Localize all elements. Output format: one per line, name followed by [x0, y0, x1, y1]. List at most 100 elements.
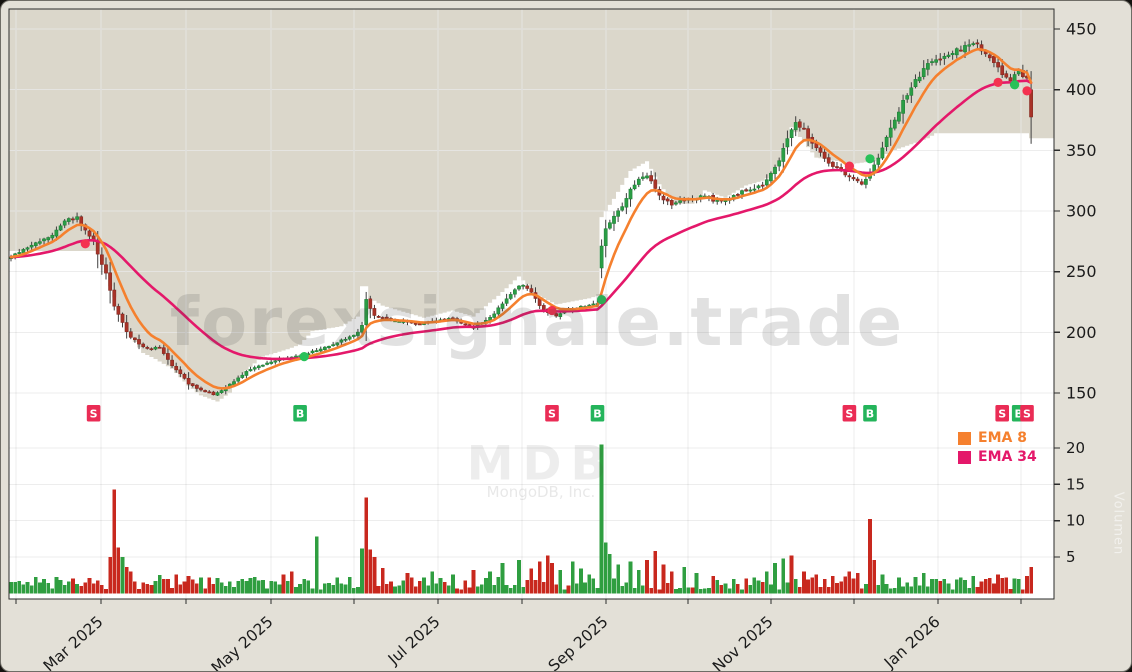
volume-bar [500, 562, 505, 594]
candle-body [905, 95, 910, 100]
candle-body [29, 244, 34, 248]
price-tick-label: 200 [1066, 323, 1097, 342]
volume-bar [306, 580, 311, 594]
candle-body [752, 188, 757, 191]
volume-bar [764, 571, 769, 594]
candle-body [157, 346, 162, 349]
volume-bar [1008, 589, 1013, 594]
volume-bar [484, 578, 488, 594]
candle-body [599, 245, 604, 269]
volume-bar [682, 567, 686, 594]
volume-bar [46, 583, 50, 594]
volume-bar [636, 570, 641, 594]
candle-body [826, 157, 831, 164]
volume-bar [769, 584, 773, 594]
volume-bar [108, 557, 112, 594]
volume-bar [723, 583, 728, 594]
candle-body [331, 344, 335, 347]
price-tick-label: 350 [1066, 141, 1097, 160]
candle-body [835, 166, 839, 168]
volume-bar [785, 582, 790, 594]
volume-bar [814, 574, 819, 594]
volume-bar [851, 578, 856, 594]
volume-bar [649, 587, 653, 594]
volume-bar [133, 581, 137, 594]
volume-bar [541, 582, 546, 594]
volume-bar [368, 549, 373, 594]
sell-signal-marker [86, 405, 101, 422]
crossover-dots [80, 77, 1032, 362]
candle-body [75, 216, 79, 220]
candle-body [831, 161, 835, 167]
volume-bar [954, 579, 959, 594]
volume-bar [33, 576, 38, 594]
volume-bar [475, 586, 480, 594]
volume-bar [360, 548, 364, 594]
candle-body [946, 54, 951, 57]
volume-bar [100, 585, 104, 594]
candle-body [876, 157, 881, 165]
volume-bar [798, 586, 802, 594]
volume-bar [207, 577, 212, 594]
volume-bar [157, 575, 162, 594]
volume-bar [843, 576, 848, 594]
candle-body [744, 189, 748, 192]
candle-body [339, 339, 344, 343]
candle-body [554, 313, 559, 317]
volume-bar [674, 588, 678, 594]
sell-cross-dot [1022, 86, 1032, 96]
candle-body [603, 228, 608, 246]
signal-letter: S [90, 408, 98, 421]
volume-bar [104, 588, 108, 594]
volume-bar [645, 559, 649, 594]
volume-bar [938, 581, 943, 594]
candle-body [244, 371, 249, 376]
signal-letter: S [998, 408, 1006, 421]
candle-body [793, 122, 798, 131]
volume-bar [219, 582, 224, 594]
candle-body [174, 366, 179, 371]
candle-body [504, 298, 509, 304]
volume-bar [513, 584, 517, 594]
candle-body [930, 61, 934, 63]
legend-item-ema8: EMA 8 [958, 429, 1037, 447]
volume-bar [215, 578, 220, 594]
date-tick-label: Mar 2025 [40, 613, 107, 672]
candle-body [170, 359, 174, 367]
volume-bar [310, 588, 315, 594]
candle-body [496, 307, 501, 315]
volume-bar [562, 589, 567, 594]
volume-bar [620, 586, 625, 594]
candle-body [661, 195, 666, 201]
volume-bar [905, 582, 910, 594]
volume-bar [265, 588, 269, 594]
candle-body [219, 390, 224, 393]
volume-bar [608, 554, 612, 594]
volume-bar [802, 571, 806, 594]
volume-bar [413, 586, 418, 594]
volume-bar [950, 589, 955, 594]
volume-bar [186, 575, 191, 594]
volume-bar [703, 588, 707, 594]
volume-bar [624, 582, 629, 594]
volume-bar [657, 589, 662, 594]
candle-body [463, 323, 468, 326]
volume-bar [492, 584, 497, 594]
volume-bar [256, 580, 261, 594]
candle-body [954, 48, 959, 56]
volume-bar [62, 585, 67, 594]
volume-bar [331, 585, 335, 594]
volume-bar [252, 577, 257, 594]
volume-bar [727, 588, 732, 594]
candle-body [1000, 65, 1005, 76]
candle-body [525, 285, 530, 289]
volume-bar [893, 587, 897, 594]
legend: EMA 8 EMA 34 [958, 429, 1037, 467]
watermark-ticker: MDB [466, 436, 616, 492]
volume-bar [83, 582, 88, 594]
volume-bar [818, 587, 823, 594]
sell-cross-dot [80, 239, 90, 249]
candle-body [971, 43, 976, 45]
volume-bar [269, 581, 273, 594]
volume-bar [182, 581, 187, 594]
